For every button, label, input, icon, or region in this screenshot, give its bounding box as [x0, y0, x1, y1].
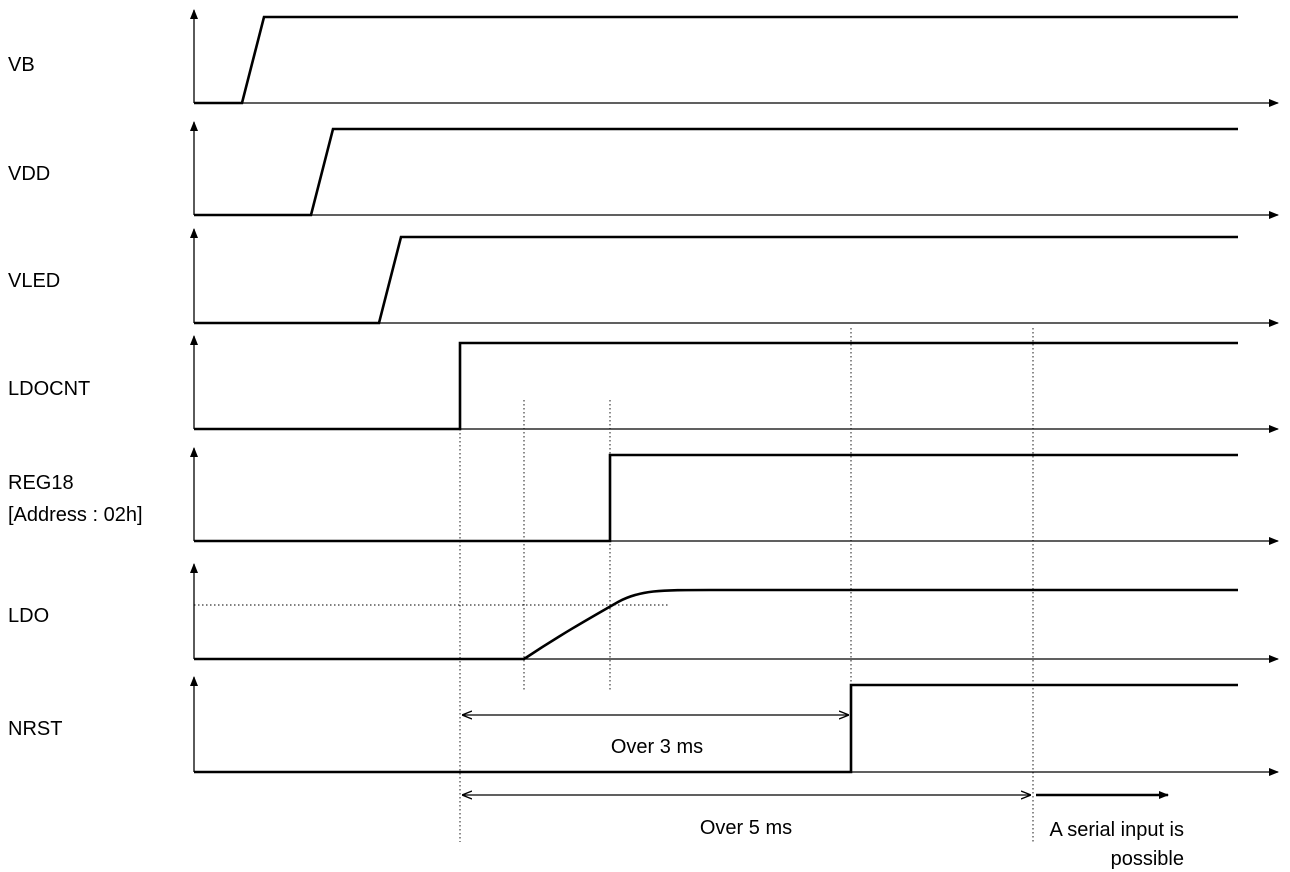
axis-ldo — [190, 563, 1279, 663]
serial-input-label-line2: possible — [1111, 848, 1184, 870]
signal-label-vled: VLED — [8, 270, 60, 292]
waveform-ldo — [194, 588, 1238, 661]
waveform-vdd — [194, 127, 1238, 217]
waveform-reg18 — [194, 453, 1238, 543]
waveform-vled — [194, 235, 1238, 325]
serial-input-label-line1: A serial input is — [1049, 819, 1184, 841]
axis-vb — [190, 9, 1279, 107]
waveform-ldocnt — [194, 341, 1238, 431]
signal-label-nrst: NRST — [8, 718, 62, 740]
signal-label-ldocnt: LDOCNT — [8, 378, 90, 400]
over-5ms-label: Over 5 ms — [700, 817, 792, 839]
signal-label-vdd: VDD — [8, 163, 50, 185]
signal-label-ldo: LDO — [8, 605, 49, 627]
waveform-nrst — [194, 683, 1238, 774]
signal-sublabel-reg18-address: [Address : 02h] — [8, 504, 143, 526]
axis-vled — [190, 228, 1279, 327]
signal-label-vb: VB — [8, 54, 35, 76]
axis-reg18 — [190, 447, 1279, 545]
waveform-vb — [194, 15, 1238, 105]
over-3ms-label: Over 3 ms — [611, 736, 703, 758]
axis-vdd — [190, 121, 1279, 219]
axis-nrst — [190, 676, 1279, 776]
axis-ldocnt — [190, 335, 1279, 433]
signal-label-reg18: REG18 — [8, 472, 74, 494]
